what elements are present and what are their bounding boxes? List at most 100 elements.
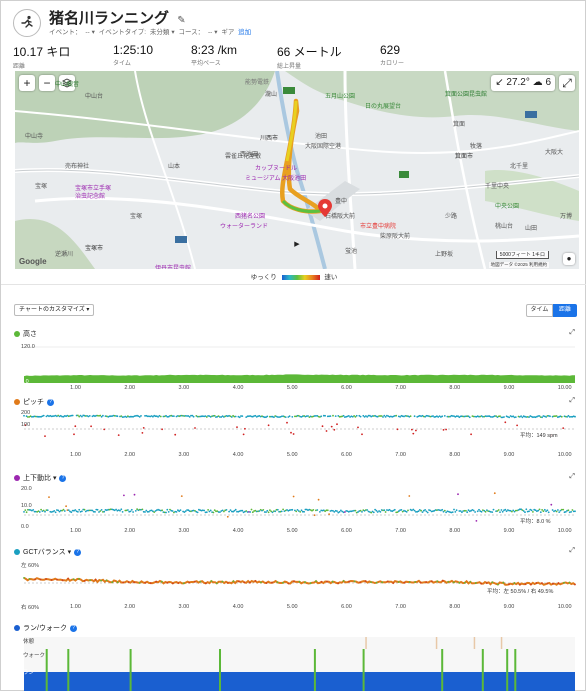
pitch-point [355,414,358,417]
pencil-icon[interactable]: ✎ [177,15,186,26]
pitch-point [322,414,325,417]
pitch-point [109,415,112,418]
zoom-out-button[interactable]: − [39,75,55,91]
gct-point [293,580,295,583]
gct-point [116,581,119,584]
pitch-point [465,415,467,418]
activity-title[interactable]: 猪名川ランニング ✎ [49,7,186,28]
chevron-down-icon[interactable]: ▾ [171,29,175,36]
pitch-point [436,415,438,418]
pitch-average: 平均：149 spm [520,431,558,439]
zoom-in-button[interactable]: + [19,75,35,91]
pitch-point [132,415,135,418]
vertical-point [516,509,518,512]
pitch-point [504,421,507,424]
pitch-point [125,416,128,418]
pitch-point [520,415,522,417]
vertical-point [178,510,181,513]
pitch-point [228,414,231,417]
google-logo: Google [19,257,47,266]
vertical-title[interactable]: 上下動比 ▾ [23,475,57,482]
vertical-point [290,509,292,511]
pitch-point [291,416,294,418]
x-axis-distance-toggle[interactable]: 距離 [553,304,577,317]
vertical-point [542,510,545,513]
vertical-point [240,509,242,512]
event-select[interactable]: -- [85,29,90,36]
help-icon[interactable]: ? [69,624,77,632]
vertical-point [54,511,57,514]
pitch-point [424,415,426,418]
gct-point [359,581,361,584]
vertical-point [209,509,212,512]
event-type-select[interactable]: 未分類 [149,29,170,36]
pitch-point [358,414,361,417]
vertical-point [150,509,153,512]
weather-widget[interactable]: ↙ 27.2° ☁ 6 [491,75,555,91]
gct-point [254,580,257,582]
vertical-point [295,510,298,513]
vertical-point [374,508,376,511]
pitch-point [286,421,288,424]
vertical-point [129,510,132,513]
stat-distance: 10.17 キロ 距離 [13,43,70,70]
pitch-point [77,414,79,417]
customize-charts-button[interactable]: チャートのカスタマイズ ▾ [14,304,95,316]
pitch-point [100,415,103,418]
fullscreen-icon[interactable]: ⤢ [559,75,575,91]
x-tick: 7.00 [395,385,406,391]
pitch-point [217,415,220,417]
x-tick: 2.00 [124,452,136,458]
vertical-point [223,510,225,513]
route-map[interactable]: + − ↙ 27.2° ☁ 6 ⤢ 能勢電鉄 瀧山 五月山公園 日の丸展望台 箕面公園昆… [15,71,579,269]
vertical-point [127,509,129,511]
stat-calories: 629 カロリー [380,43,404,67]
expand-icon[interactable]: ⤢ [569,547,575,554]
course-select[interactable]: -- [207,29,213,36]
x-tick: 5.00 [286,528,298,534]
vertical-point [367,510,370,513]
expand-icon[interactable]: ⤢ [569,397,575,404]
gct-point [408,581,411,583]
gct-point [56,578,58,581]
help-icon[interactable]: ? [47,398,54,406]
expand-icon[interactable]: ⤢ [569,329,575,336]
gct-point [227,582,229,584]
vertical-point [530,509,533,512]
gct-point [480,582,483,585]
map-label: 五月山公園 [325,94,356,100]
pitch-point [233,415,236,418]
vertical-point [514,509,517,512]
chevron-down-icon[interactable]: ▾ [91,29,95,36]
gct-point [249,581,251,584]
expand-icon[interactable]: ⤢ [569,473,575,480]
pitch-point [266,415,269,418]
layers-icon[interactable] [59,75,75,91]
pitch-point [38,415,41,418]
pitch-point [117,434,120,436]
x-axis-time-toggle[interactable]: タイム [526,304,553,317]
play-icon[interactable]: ▶ [294,241,300,248]
activity-meta: イベント： -- ▾ イベントタイプ: 未分類 ▾ コース： -- ▾ ギア 追加 [49,26,253,36]
help-icon[interactable]: ? [74,548,82,556]
gear-add-link[interactable]: 追加 [238,29,252,36]
pitch-point [466,415,469,418]
gct-point [105,579,108,582]
pitch-point [361,433,363,436]
pitch-point [123,416,125,418]
gct-point [568,581,571,584]
chevron-down-icon[interactable]: ▾ [214,29,218,36]
gct-point [171,582,174,585]
help-icon[interactable]: ? [59,474,67,482]
gct-title[interactable]: GCTバランス ▾ [23,549,72,556]
pegman-icon[interactable]: ● [563,253,575,265]
map-attribution[interactable]: 地図データ ©2025 利用規約 [488,262,549,268]
pitch-point [560,415,563,418]
vertical-point [132,511,135,513]
vertical-point [528,510,530,513]
runwalk-plot [24,637,575,691]
stat-avg-pace: 8:23 /km 平均ペース [191,43,237,67]
gct-point [160,580,163,583]
map-scale-km: 1キロ [532,252,545,258]
pitch-point [141,432,144,434]
